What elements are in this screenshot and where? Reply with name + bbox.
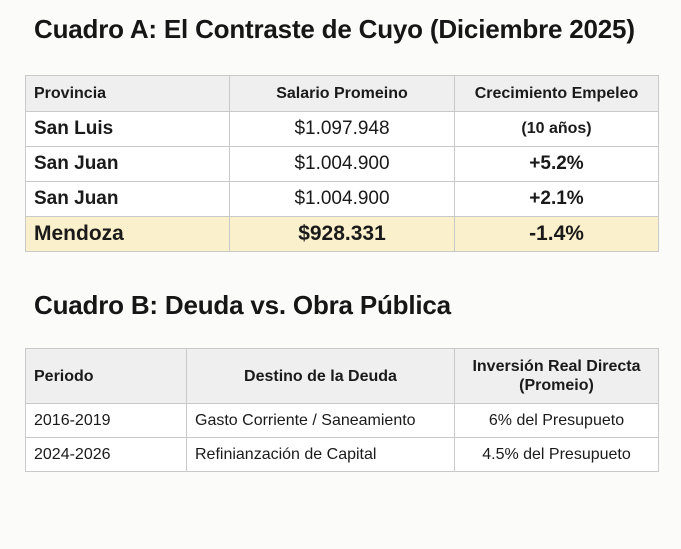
table-row: San Juan $1.004.900 +2.1% [25, 181, 659, 217]
column-header-crecimiento: Crecimiento Empeleo [454, 75, 659, 112]
table-row-highlighted: Mendoza $928.331 -1.4% [25, 216, 659, 252]
cuadro-b-table: Periodo Destino de la Deuda Inversión Re… [25, 348, 659, 472]
table-row: San Juan $1.004.900 +5.2% [25, 146, 659, 182]
column-header-provincia: Provincia [25, 75, 230, 112]
cell-salario: $1.097.948 [229, 111, 455, 147]
cell-provincia: San Juan [25, 146, 230, 182]
cell-periodo: 2016-2019 [25, 403, 187, 438]
cuadro-a-title: Cuadro A: El Contraste de Cuyo (Diciembr… [34, 14, 635, 44]
cell-provincia: San Luis [25, 111, 230, 147]
cell-inversion: 6% del Presupueto [454, 403, 659, 438]
table-row: 2016-2019 Gasto Corriente / Saneamiento … [25, 403, 659, 438]
table-header-row: Periodo Destino de la Deuda Inversión Re… [25, 348, 659, 404]
column-header-salario: Salario Promeino [229, 75, 455, 112]
column-header-inversion: Inversión Real Directa (Promeio) [454, 348, 659, 404]
cell-crecimiento: -1.4% [454, 216, 659, 252]
table-row: 2024-2026 Refinianzación de Capital 4.5%… [25, 437, 659, 472]
cell-provincia: San Juan [25, 181, 230, 217]
cell-periodo: 2024-2026 [25, 437, 187, 472]
cuadro-b-title: Cuadro B: Deuda vs. Obra Pública [34, 290, 451, 320]
cell-salario: $1.004.900 [229, 146, 455, 182]
cell-inversion: 4.5% del Presupueto [454, 437, 659, 472]
cell-provincia: Mendoza [25, 216, 230, 252]
column-header-periodo: Periodo [25, 348, 187, 404]
column-header-destino: Destino de la Deuda [186, 348, 455, 404]
table-header-row: Provincia Salario Promeino Crecimiento E… [25, 75, 659, 112]
cell-crecimiento: (10 años) [454, 111, 659, 147]
cell-crecimiento: +5.2% [454, 146, 659, 182]
cell-salario: $928.331 [229, 216, 455, 252]
cell-destino: Gasto Corriente / Saneamiento [186, 403, 455, 438]
cuadro-a-table: Provincia Salario Promeino Crecimiento E… [25, 75, 659, 252]
cell-salario: $1.004.900 [229, 181, 455, 217]
table-row: San Luis $1.097.948 (10 años) [25, 111, 659, 147]
cell-destino: Refinianzación de Capital [186, 437, 455, 472]
cell-crecimiento: +2.1% [454, 181, 659, 217]
